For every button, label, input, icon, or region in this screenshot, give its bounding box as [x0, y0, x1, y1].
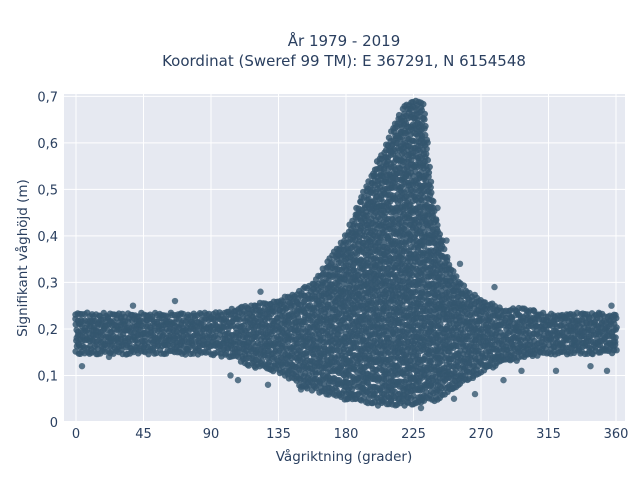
data-point [427, 178, 435, 185]
y-axis-label: Signifikant våghöjd (m) [14, 179, 31, 337]
data-point [460, 282, 468, 289]
outlier-point [518, 367, 525, 375]
x-tick-label: 45 [135, 427, 152, 442]
data-point [312, 384, 320, 392]
outlier-point [264, 381, 272, 388]
outlier-point [234, 376, 242, 384]
data-point [421, 116, 428, 123]
data-point [450, 268, 457, 275]
outlier-point [320, 269, 327, 277]
data-point [612, 311, 619, 319]
outlier-point [366, 204, 374, 212]
outlier-point [456, 260, 464, 268]
data-point [434, 221, 441, 229]
data-point [422, 122, 429, 130]
data-point [430, 198, 437, 205]
data-point [420, 100, 427, 108]
outlier-point [78, 362, 86, 370]
data-point [421, 110, 428, 118]
data-point [422, 131, 429, 139]
data-point [423, 145, 430, 153]
chart-title-line2: Koordinat (Sweref 99 TM): E 367291, N 61… [162, 52, 526, 70]
outlier-point [417, 404, 425, 412]
outlier-point [552, 367, 560, 375]
data-point [613, 324, 620, 331]
y-tick-label: 0 [50, 416, 58, 431]
x-tick-labels: 0 45 90 135 180 225 270 315 360 [72, 427, 629, 442]
data-point [613, 347, 620, 354]
x-tick-label: 0 [72, 427, 80, 442]
y-tick-label: 0,2 [37, 323, 58, 338]
x-tick-label: 225 [401, 427, 426, 442]
outlier-point [327, 260, 335, 268]
y-tick-label: 0,5 [37, 183, 58, 198]
y-tick-labels: 0 0,1 0,2 0,3 0,4 0,5 0,6 0,7 [37, 90, 58, 431]
data-points [72, 97, 620, 412]
data-point [378, 234, 385, 241]
chart-title-line1: År 1979 - 2019 [288, 31, 401, 50]
data-point [428, 189, 435, 196]
x-tick-label: 270 [469, 427, 494, 442]
x-axis-label: Vågriktning (grader) [276, 448, 413, 465]
outlier-point [227, 372, 234, 379]
outlier-point [491, 283, 498, 291]
data-point [444, 254, 451, 261]
x-tick-label: 315 [536, 427, 561, 442]
outlier-point [129, 302, 137, 309]
outlier-point [171, 297, 179, 305]
outlier-point [434, 204, 441, 212]
outlier-point [608, 302, 615, 309]
outlier-point [603, 367, 611, 375]
data-point [427, 184, 434, 191]
y-tick-label: 0,1 [37, 369, 58, 384]
data-point [453, 273, 460, 280]
data-point [423, 150, 430, 158]
y-tick-label: 0,6 [37, 137, 58, 152]
data-point [420, 243, 428, 250]
data-point [436, 231, 443, 238]
data-point [426, 163, 433, 171]
data-point [445, 261, 453, 269]
x-tick-label: 135 [266, 427, 291, 442]
data-point [425, 169, 433, 176]
outlier-point [336, 251, 344, 258]
outlier-point [587, 362, 594, 370]
x-tick-label: 360 [604, 427, 629, 442]
data-point [432, 216, 440, 223]
y-tick-label: 0,3 [37, 276, 58, 291]
outlier-point [471, 390, 479, 398]
data-point [423, 136, 431, 144]
data-point [424, 156, 431, 164]
y-tick-label: 0,7 [37, 90, 58, 105]
data-point [612, 334, 619, 341]
outlier-point [500, 376, 507, 384]
y-tick-label: 0,4 [37, 230, 58, 245]
outlier-point [443, 237, 450, 244]
x-tick-label: 180 [334, 427, 359, 442]
data-point [441, 245, 448, 253]
outlier-point [450, 395, 458, 402]
x-tick-label: 90 [203, 427, 220, 442]
outlier-point [257, 288, 264, 295]
outlier-point [105, 353, 113, 361]
outlier-point [297, 386, 305, 393]
outlier-point [387, 148, 395, 156]
